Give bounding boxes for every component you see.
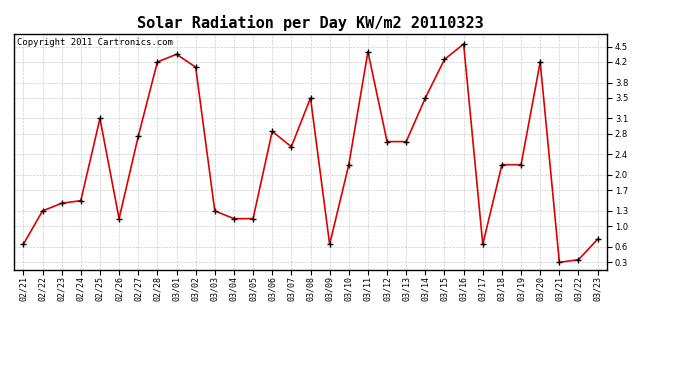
Text: Copyright 2011 Cartronics.com: Copyright 2011 Cartronics.com bbox=[17, 39, 172, 48]
Title: Solar Radiation per Day KW/m2 20110323: Solar Radiation per Day KW/m2 20110323 bbox=[137, 15, 484, 31]
